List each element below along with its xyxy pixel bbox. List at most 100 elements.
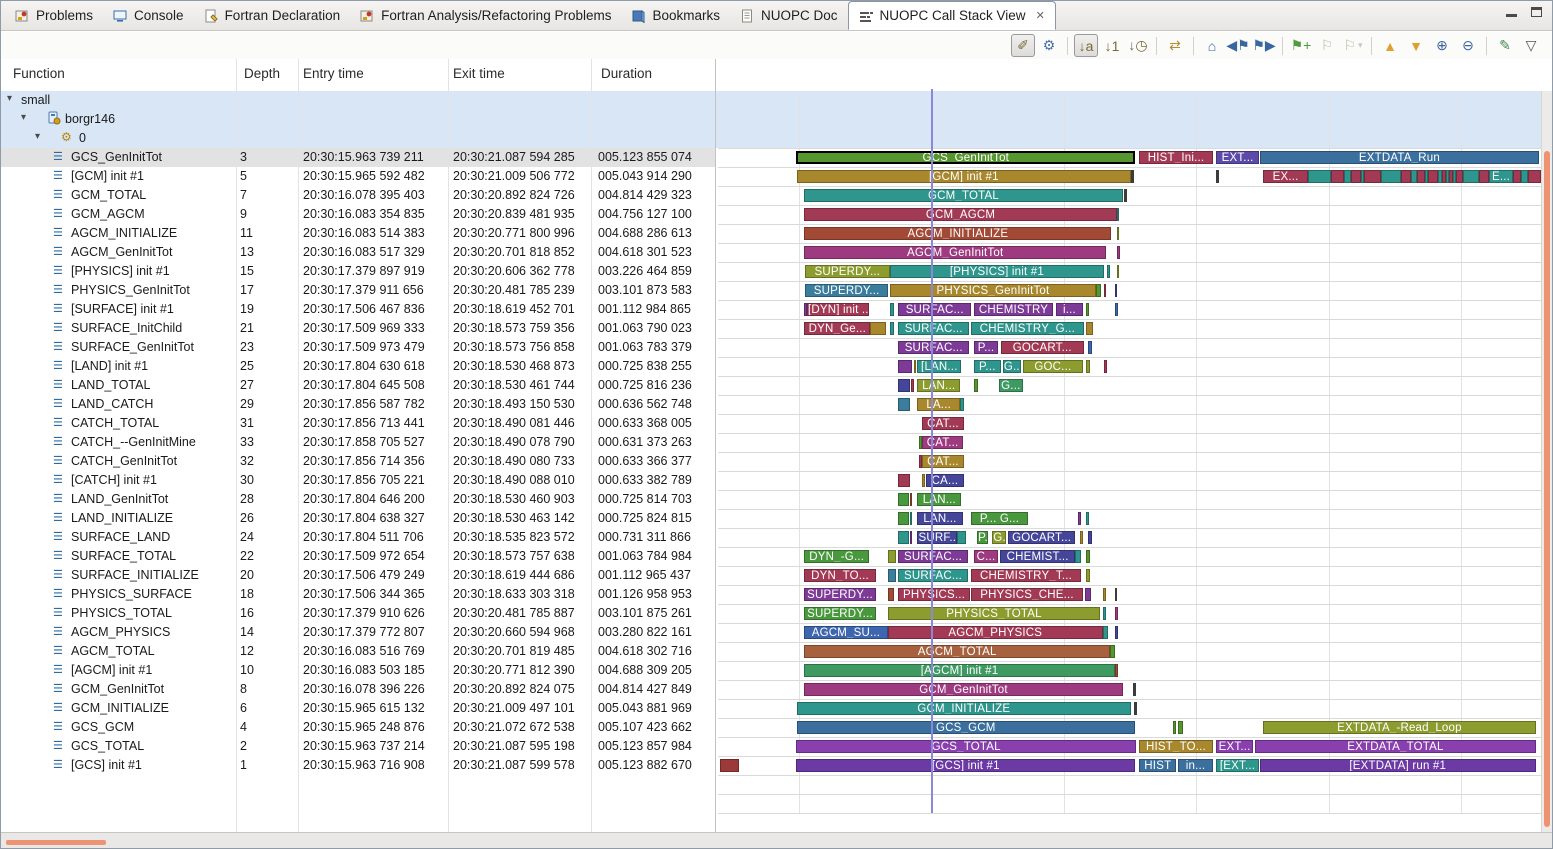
- chart-event-segment[interactable]: GOC...: [1022, 360, 1083, 373]
- chart-event-segment[interactable]: [1114, 607, 1119, 620]
- column-separator[interactable]: [236, 59, 237, 832]
- tab-bookmarks[interactable]: Bookmarks: [621, 1, 730, 30]
- chart-event-segment[interactable]: [1351, 170, 1362, 183]
- chart-event-segment[interactable]: P...: [973, 341, 999, 354]
- chart-event-segment[interactable]: [1084, 588, 1091, 601]
- chart-event-segment[interactable]: AGCM_PHYSICS: [887, 626, 1103, 639]
- chart-event-segment[interactable]: EXTDATA_TOTAL: [1255, 740, 1536, 753]
- chart-event-segment[interactable]: [887, 588, 895, 601]
- table-row[interactable]: ☰ GCS_GenInitTot 3 20:30:15.963 739 211 20:3…: [1, 148, 715, 167]
- column-header-depth[interactable]: Depth: [244, 66, 281, 81]
- table-row[interactable]: ☰ CATCH_TOTAL 31 20:30:17.856 713 441 20:30:…: [1, 414, 715, 433]
- chart-event-segment[interactable]: [1079, 531, 1083, 544]
- chart-event-segment[interactable]: [1114, 303, 1119, 316]
- chart-event-segment[interactable]: AGCM_GenInitTot: [804, 246, 1107, 259]
- chart-event-segment[interactable]: [887, 569, 896, 582]
- chart-event-segment[interactable]: SUPERDY...: [804, 607, 876, 620]
- previous-marker-icon[interactable]: ◀⚑: [1226, 37, 1250, 53]
- chart-event-segment[interactable]: [1116, 246, 1121, 259]
- table-row[interactable]: ☰ [CATCH] init #1 30 20:30:17.856 705 221 20…: [1, 471, 715, 490]
- tab-fortran-analysis[interactable]: Fortran Analysis/Refactoring Problems: [350, 1, 621, 30]
- chart-event-segment[interactable]: C...: [973, 550, 999, 563]
- chart-event-segment[interactable]: [1455, 170, 1463, 183]
- chart-event-segment[interactable]: [GCM] init #1: [797, 170, 1131, 183]
- chart-event-segment[interactable]: [1086, 550, 1091, 563]
- chart-event-segment[interactable]: [1133, 702, 1137, 715]
- view-menu-icon[interactable]: ▽: [1525, 37, 1537, 53]
- chart-event-segment[interactable]: [1400, 170, 1411, 183]
- zoom-out-icon[interactable]: ⊖: [1462, 37, 1474, 53]
- zoom-in-icon[interactable]: ⊕: [1436, 37, 1448, 53]
- chart-event-segment[interactable]: [910, 379, 914, 392]
- chart-event-segment[interactable]: AGCM_SU...: [804, 626, 888, 639]
- chart-event-segment[interactable]: [1116, 265, 1120, 278]
- chart-event-segment[interactable]: [898, 493, 909, 506]
- chart-event-segment[interactable]: [EXTDATA] run #1: [1259, 759, 1536, 772]
- chart-event-segment[interactable]: [1424, 170, 1428, 183]
- table-row[interactable]: ☰ SURFACE_TOTAL 22 20:30:17.509 972 654 20:3…: [1, 547, 715, 566]
- table-row[interactable]: ☰ GCM_AGCM 9 20:30:16.083 354 835 20:30:20.8…: [1, 205, 715, 224]
- chart-event-segment[interactable]: [1363, 170, 1381, 183]
- chart-event-segment[interactable]: [1085, 303, 1089, 316]
- chart-event-segment[interactable]: i...: [1055, 303, 1083, 316]
- chart-event-segment[interactable]: [1178, 721, 1183, 734]
- chart-event-segment[interactable]: [1115, 664, 1119, 677]
- table-row[interactable]: ☰ GCS_GCM 4 20:30:15.965 248 876 20:30:21.07…: [1, 718, 715, 737]
- chart-event-segment[interactable]: [1453, 170, 1456, 183]
- sort-alpha-icon[interactable]: ↓a: [1074, 34, 1098, 57]
- chart-event-segment[interactable]: P...: [973, 360, 1001, 373]
- chart-event-segment[interactable]: [1331, 170, 1344, 183]
- pin-view-icon[interactable]: ✐: [1011, 34, 1035, 57]
- next-marker-icon[interactable]: ⚑▶: [1252, 37, 1276, 53]
- tree-row-small[interactable]: ▾ small: [1, 91, 715, 110]
- column-header-entry-time[interactable]: Entry time: [303, 66, 364, 81]
- chart-event-segment[interactable]: [1343, 170, 1352, 183]
- table-row[interactable]: ☰ GCM_TOTAL 7 20:30:16.078 395 403 20:30:20.…: [1, 186, 715, 205]
- chart-event-segment[interactable]: EXT...: [1216, 151, 1260, 164]
- sort-numeric-icon[interactable]: ↓1: [1104, 37, 1120, 54]
- chart-event-segment[interactable]: GCM_INITIALIZE: [797, 702, 1131, 715]
- table-row[interactable]: ☰ AGCM_INITIALIZE 11 20:30:16.083 514 383 20…: [1, 224, 715, 243]
- chart-event-segment[interactable]: [AGCM] init #1: [804, 664, 1115, 677]
- chart-event-segment[interactable]: DYN_-G...: [804, 550, 870, 563]
- chart-event-segment[interactable]: DYN_Ge...: [804, 322, 871, 335]
- chart-event-segment[interactable]: [1114, 626, 1119, 639]
- chart-event-segment[interactable]: HIST: [1139, 759, 1177, 772]
- chart-event-segment[interactable]: [1513, 170, 1522, 183]
- table-row[interactable]: ☰ LAND_GenInitTot 28 20:30:17.804 646 200 20…: [1, 490, 715, 509]
- column-header-duration[interactable]: Duration: [601, 66, 653, 81]
- chart-event-segment[interactable]: [957, 531, 966, 544]
- chart-event-segment[interactable]: P... G...: [971, 512, 1029, 525]
- chart-event-segment[interactable]: [1107, 265, 1111, 278]
- chart-event-segment[interactable]: [LAN...: [917, 360, 962, 373]
- chart-event-segment[interactable]: [1441, 170, 1446, 183]
- table-row[interactable]: ☰ [GCM] init #1 5 20:30:15.965 592 482 20:30…: [1, 167, 715, 186]
- chart-event-segment[interactable]: SUPERDY...: [804, 265, 890, 278]
- table-row[interactable]: ☰ SURFACE_INITIALIZE 20 20:30:17.506 479 24…: [1, 566, 715, 585]
- horizontal-scrollbar-thumb[interactable]: [6, 840, 106, 845]
- chart-event-segment[interactable]: [959, 398, 964, 411]
- chart-event-segment[interactable]: [919, 455, 923, 468]
- chart-event-segment[interactable]: CHEMISTRY: [973, 303, 1054, 316]
- table-row[interactable]: ☰ PHYSICS_TOTAL 16 20:30:17.379 910 626 20:3…: [1, 604, 715, 623]
- chart-event-segment[interactable]: [1410, 170, 1417, 183]
- chart-event-segment[interactable]: CHEMISTRY_G...: [971, 322, 1084, 335]
- chart-event-segment[interactable]: EX...: [1263, 170, 1309, 183]
- chart-event-segment[interactable]: [909, 531, 913, 544]
- table-row[interactable]: ☰ [SURFACE] init #1 19 20:30:17.506 467 836…: [1, 300, 715, 319]
- maximize-icon[interactable]: [1531, 7, 1542, 17]
- chart-event-segment[interactable]: [1095, 284, 1101, 297]
- down-icon[interactable]: ▼: [1409, 37, 1423, 54]
- chart-event-segment[interactable]: [1110, 645, 1115, 658]
- chart-event-segment[interactable]: [1102, 607, 1107, 620]
- chart-event-segment[interactable]: [DYN] init ...: [806, 303, 870, 316]
- chart-event-segment[interactable]: PHYSICS...: [898, 588, 970, 601]
- chart-event-segment[interactable]: [1437, 170, 1442, 183]
- chart-event-segment[interactable]: [898, 512, 909, 525]
- chart-event-segment[interactable]: [1088, 341, 1092, 354]
- export-icon[interactable]: ✎: [1499, 37, 1511, 53]
- table-row[interactable]: ☰ [GCS] init #1 1 20:30:15.963 716 908 20:30…: [1, 756, 715, 775]
- table-row[interactable]: ☰ CATCH_GenInitTot 32 20:30:17.856 714 356 2…: [1, 452, 715, 471]
- chart-event-segment[interactable]: [1380, 170, 1401, 183]
- chart-event-segment[interactable]: PHYSICS_TOTAL: [887, 607, 1101, 620]
